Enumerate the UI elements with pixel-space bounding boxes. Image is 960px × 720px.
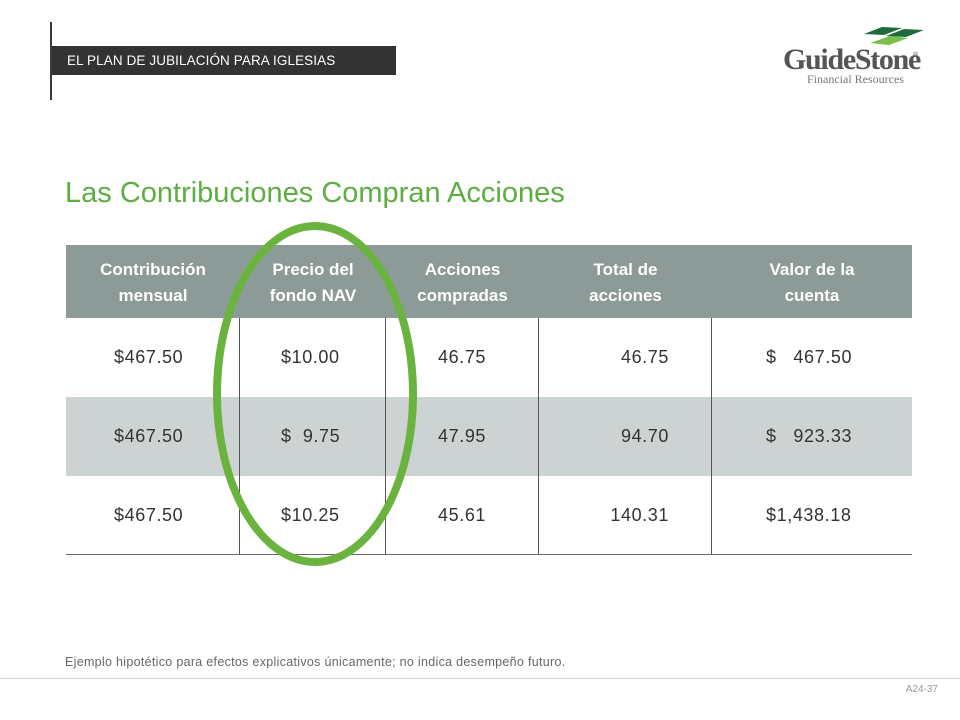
- header-line: cuenta: [784, 285, 840, 305]
- logo-subtitle: Financial Resources: [807, 72, 904, 86]
- table-row: $467.50 $10.25 45.61 140.31 $1,438.18: [66, 476, 912, 555]
- table-header-row: Contribución mensual Precio del fondo NAV …: [66, 245, 912, 318]
- header-line: Precio del: [272, 259, 354, 279]
- cell-shares-purchased: 45.61: [386, 476, 539, 554]
- footnote: Ejemplo hipotético para efectos explicat…: [65, 655, 566, 669]
- logo-wordmark: GuideStone: [783, 43, 921, 76]
- header-line: compradas: [417, 285, 508, 305]
- contributions-table: Contribución mensual Precio del fondo NAV …: [66, 245, 912, 555]
- table-row: $467.50 $ 9.75 47.95 94.70 $ 923.33: [66, 397, 912, 476]
- header-vertical-rule: [50, 22, 52, 100]
- header-line: mensual: [118, 285, 188, 305]
- cell-nav-price: $10.00: [240, 318, 386, 397]
- page-title: Las Contribuciones Compran Acciones: [65, 177, 565, 209]
- cell-nav-price: $ 9.75: [240, 397, 386, 476]
- cell-contribution: $467.50: [66, 318, 240, 397]
- header-line: Contribución: [100, 259, 206, 279]
- cell-nav-price: $10.25: [240, 476, 386, 554]
- cell-shares-purchased: 47.95: [386, 397, 539, 476]
- header-line: fondo NAV: [269, 285, 357, 305]
- header-line: Total de: [593, 259, 658, 279]
- cell-contribution: $467.50: [66, 397, 240, 476]
- cell-account-value: $ 467.50: [766, 347, 853, 367]
- guidestone-chevron-icon: [864, 27, 924, 45]
- cell-account-value: $1,438.18: [766, 504, 852, 525]
- header-total-shares: Total de acciones: [539, 245, 712, 318]
- cell-total-shares: 46.75: [539, 318, 712, 397]
- cell-total-shares: 94.70: [539, 397, 712, 476]
- header-line: Valor de la: [769, 259, 855, 279]
- guidestone-logo: GuideStone ® Financial Resources: [778, 26, 928, 88]
- header-account-value: Valor de la cuenta: [712, 245, 912, 318]
- footer-divider: [0, 678, 960, 679]
- header-monthly-contribution: Contribución mensual: [66, 245, 240, 318]
- cell-contribution: $467.50: [66, 476, 240, 554]
- header-line: acciones: [589, 285, 662, 305]
- cell-account-value: $ 923.33: [766, 426, 853, 446]
- cell-total-shares: 140.31: [539, 476, 712, 554]
- logo-registered-mark: ®: [913, 52, 919, 59]
- header-shares-purchased: Acciones compradas: [386, 245, 539, 318]
- header-line: Acciones: [424, 259, 501, 279]
- header-nav-price: Precio del fondo NAV: [240, 245, 386, 318]
- slide-number: A24-37: [905, 684, 938, 695]
- cell-shares-purchased: 46.75: [386, 318, 539, 397]
- table-row: $467.50 $10.00 46.75 46.75 $ 467.50: [66, 318, 912, 397]
- section-label: EL PLAN DE JUBILACIÓN PARA IGLESIAS: [52, 46, 396, 75]
